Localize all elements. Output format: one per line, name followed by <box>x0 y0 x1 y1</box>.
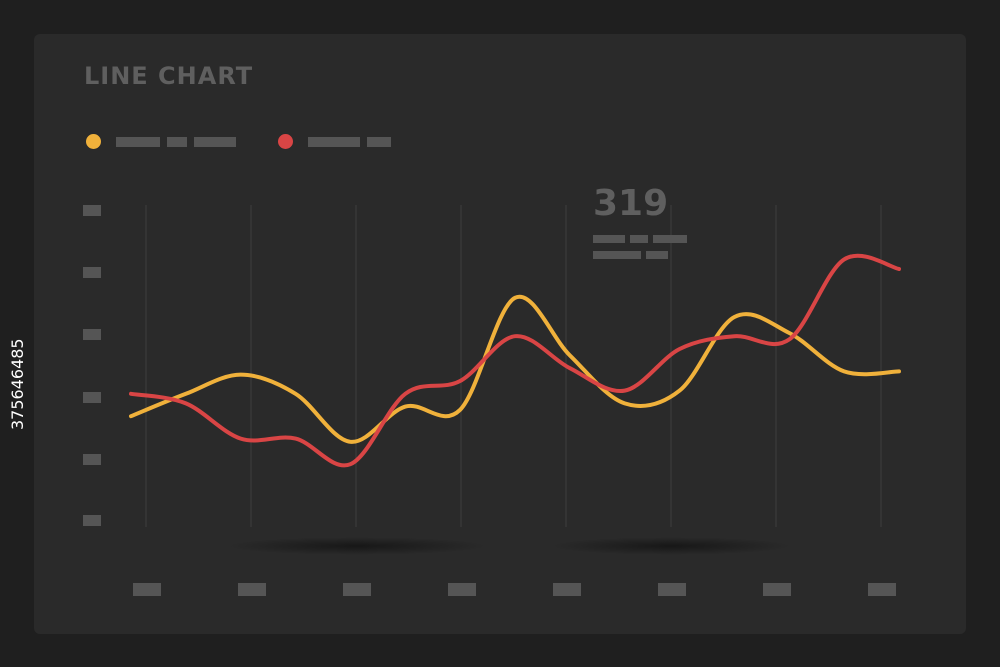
x-tick-label-placeholder <box>343 583 371 596</box>
legend-dot-icon <box>278 134 293 149</box>
plot-shadow <box>227 537 487 555</box>
legend-label-placeholder <box>116 137 160 147</box>
annotation-value: 319 <box>593 183 669 224</box>
annotation-label-placeholder <box>646 251 668 259</box>
y-tick-label-placeholder <box>83 454 101 465</box>
annotation-label-placeholder <box>630 235 648 243</box>
y-tick-label-placeholder <box>83 267 101 278</box>
legend-dot-icon <box>86 134 101 149</box>
y-tick-label-placeholder <box>83 205 101 216</box>
x-tick-label-placeholder <box>553 583 581 596</box>
x-tick-label-placeholder <box>448 583 476 596</box>
series-lines <box>129 253 901 468</box>
annotation-label-placeholder <box>653 235 687 243</box>
series-line-2 <box>129 253 901 468</box>
x-tick-label-placeholder <box>658 583 686 596</box>
series-line-1 <box>129 294 901 444</box>
watermark-id: 375646485 <box>8 338 27 430</box>
x-tick-label-placeholder <box>763 583 791 596</box>
y-tick-label-placeholder <box>83 329 101 340</box>
y-tick-label-placeholder <box>83 392 101 403</box>
legend-label-placeholder <box>308 137 360 147</box>
legend-label-placeholder <box>367 137 391 147</box>
chart-card <box>34 34 966 634</box>
x-tick-label-placeholder <box>133 583 161 596</box>
gridlines <box>145 205 882 527</box>
x-tick-label-placeholder <box>868 583 896 596</box>
legend-label-placeholder <box>167 137 187 147</box>
annotation-label-placeholder <box>593 251 641 259</box>
chart-title: LINE CHART <box>84 62 254 90</box>
x-tick-label-placeholder <box>238 583 266 596</box>
plot-shadow <box>551 537 791 555</box>
legend-label-placeholder <box>194 137 236 147</box>
y-tick-label-placeholder <box>83 515 101 526</box>
annotation-label-placeholder <box>593 235 625 243</box>
